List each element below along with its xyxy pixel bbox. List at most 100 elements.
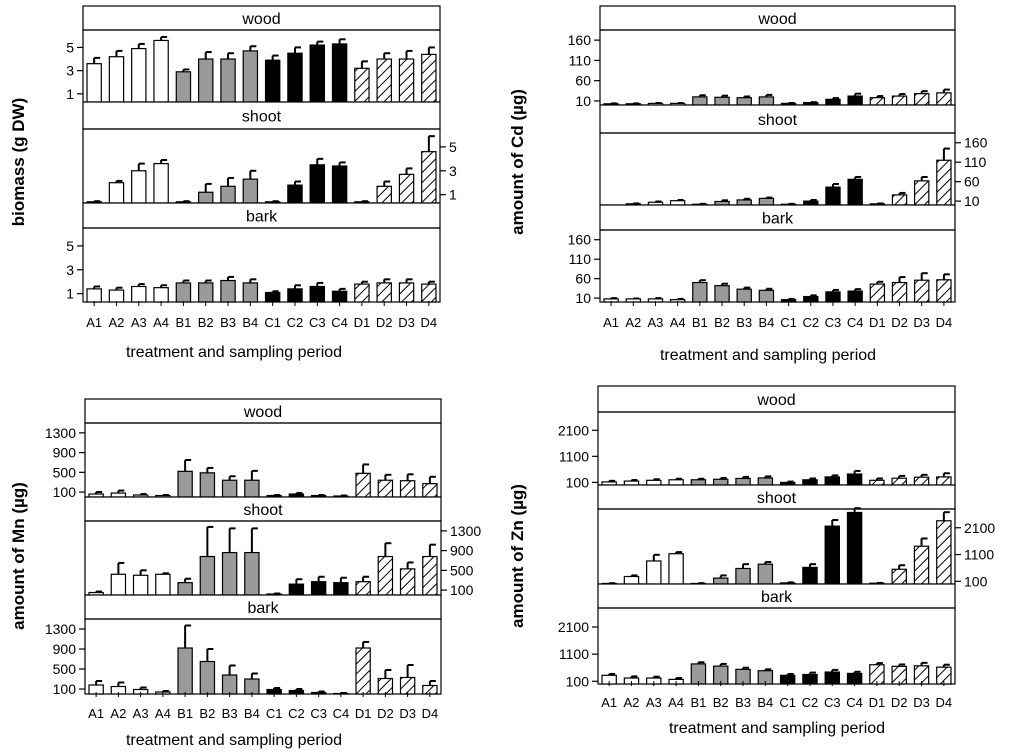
zn-wood-ytick-label-1: 1100 [559,448,589,464]
biomass-wood-bar-C3 [309,44,326,103]
zn-shoot-bar-C2 [802,566,818,585]
cd-xtick-B1: B1 [692,315,708,330]
mn-wood-bar-D2 [377,479,394,498]
biomass-wood-panel: wood 1 3 5 [66,5,441,103]
mn-wood-bar-B4 [244,479,260,498]
mn-wood-bar-D1 [355,472,371,498]
zn-shoot-bar-A2 [623,575,640,585]
cd-x-ticks: A1 A2 A3 A4 B1 B2 B3 B4 C1 C2 C3 C4 D1 D2 D3 D4 [603,301,952,330]
cd-bark-bar-D1 [869,283,886,303]
mn-wood-ytick-label-0: 100 [53,484,77,500]
cd-xtick-A2: A2 [625,315,641,330]
zn-shoot-ytick-label-2: 2100 [964,520,995,536]
biomass-wood-bar-B3 [220,58,236,103]
mn-xtick-B3: B3 [222,706,238,721]
biomass-bark-bar-A1 [86,288,102,303]
biomass-wood-bar-D3 [398,58,415,103]
biomass-ylabel: biomass (g DW) [9,98,28,226]
cd-wood-bar-D2 [891,95,908,106]
cd-xtick-B2: B2 [714,315,730,330]
biomass-wood-bar-C1 [264,59,281,103]
cd-xtick-D3: D3 [913,315,930,330]
cd-xtick-C3: C3 [825,315,842,330]
cd-xtick-D1: D1 [869,315,886,330]
biomass-xtick-A4: A4 [153,315,169,330]
zn-wood-bar-A4 [668,479,684,486]
cd-wood-bar-B2 [714,96,730,106]
cd-bark-plot-area [599,229,956,303]
cd-bark-ytick-label-3: 160 [568,232,592,248]
cd-wood-bar-B3 [736,97,752,106]
mn-chart: amount of Mn (µg) wood 100 500 900 1300 shoo… [9,398,481,749]
mn-wood-ytick-label-1: 500 [53,464,77,480]
mn-shoot-bar-C4 [333,582,349,596]
cd-wood-ytick-label-1: 60 [575,73,591,89]
zn-shoot-bar-B3 [735,567,751,585]
biomass-wood-bar-B2 [197,58,214,103]
cd-bark-bar-D4 [936,279,952,303]
mn-xtick-B2: B2 [199,706,215,721]
biomass-bark-ytick-label-1: 3 [66,262,74,278]
zn-wood-title: wood [756,392,795,409]
cd-bark-bar-C3 [825,291,841,303]
biomass-shoot-bar-A2 [108,182,125,204]
zn-shoot-title: shoot [757,490,797,507]
mn-xtick-A4: A4 [155,706,171,721]
biomass-xtick-B1: B1 [175,315,191,330]
mn-wood-bar-B3 [221,479,238,498]
zn-xtick-B4: B4 [757,695,773,710]
biomass-shoot-bar-C4 [331,165,348,204]
biomass-x-ticks: A1 A2 A3 A4 B1 B2 B3 B4 C1 C2 C3 C4 D1 D2 D3 D4 [86,301,437,330]
cd-shoot-bar-C3 [825,186,841,206]
biomass-shoot-bar-C2 [287,184,303,204]
biomass-xtick-B2: B2 [198,315,214,330]
biomass-shoot-bar-B3 [220,185,236,204]
cd-wood-bar-D4 [936,92,952,106]
cd-wood-ytick-label-2: 110 [569,52,592,68]
biomass-shoot-bar-A3 [131,170,147,204]
mn-shoot-bar-A3 [132,574,149,596]
biomass-xtick-C2: C2 [287,315,304,330]
mn-shoot-bar-D1 [355,581,371,596]
mn-bark-bar-B1 [177,647,193,695]
cd-shoot-ytick-label-3: 160 [964,135,988,151]
mn-bark-ytick-label-1: 500 [53,661,77,677]
biomass-xtick-B4: B4 [242,315,258,330]
cd-shoot-ytick-label-0: 10 [964,193,980,209]
zn-wood-plot-area [597,411,956,486]
biomass-wood-bar-A4 [153,39,169,103]
zn-xtick-C3: C3 [824,695,841,710]
mn-bark-plot-area [84,618,442,695]
zn-x-ticks: A1 A2 A3 A4 B1 B2 B3 B4 C1 C2 C3 C4 D1 D2 D3 D4 [601,681,952,710]
zn-shoot-bar-A4 [668,553,684,585]
biomass-shoot-title: shoot [242,109,282,126]
zn-xtick-B2: B2 [713,695,729,710]
biomass-wood-bar-B1 [175,71,192,103]
biomass-bark-bar-D1 [354,283,370,303]
mn-xtick-C4: C4 [333,706,350,721]
biomass-wood-bar-C4 [331,43,348,103]
mn-xtick-A2: A2 [110,706,126,721]
zn-ylabel: amount of Zn (µg) [508,484,527,628]
zn-shoot-strip [597,484,956,510]
biomass-wood-ytick-label-2: 5 [66,39,74,55]
biomass-wood-ytick-label-1: 3 [66,63,74,79]
zn-wood-ytick-label-0: 100 [566,474,590,490]
biomass-bark-bar-A3 [131,285,147,303]
biomass-xtick-C1: C1 [264,315,281,330]
cd-bark-ytick-label-0: 10 [575,290,591,306]
cd-wood-bar-C3 [825,98,841,106]
mn-wood-title: wood [243,404,282,421]
biomass-wood-ytick-label-0: 1 [66,86,74,102]
zn-wood-bar-D3 [913,476,930,486]
cd-xtick-D4: D4 [936,315,953,330]
biomass-shoot-bar-D3 [398,173,415,204]
mn-bark-bar-B3 [221,674,238,695]
mn-bark-ytick-label-0: 100 [53,681,77,697]
biomass-bark-bar-C1 [264,291,281,303]
cd-shoot-ytick-label-2: 110 [964,154,987,170]
zn-wood-bar-D1 [869,479,885,486]
mn-bark-bar-D3 [399,676,416,695]
